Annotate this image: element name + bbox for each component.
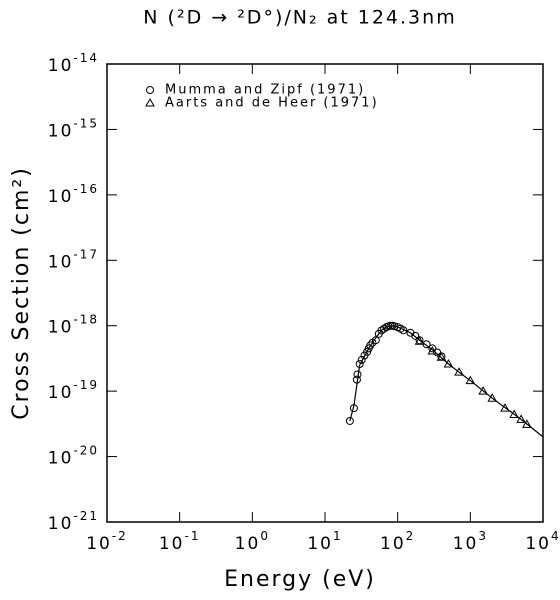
legend-marker	[145, 97, 155, 107]
data-point	[487, 393, 498, 402]
tick-label: 10-18	[48, 312, 99, 338]
tick-label: 10-1	[159, 529, 201, 555]
data-point	[414, 336, 425, 345]
data-point	[366, 341, 375, 350]
tick-label: 10-17	[48, 247, 99, 273]
data-point	[478, 386, 488, 395]
data-point	[380, 324, 389, 333]
data-point	[345, 416, 354, 425]
legend-marker	[146, 86, 154, 94]
y-axis-label: Cross Section (cm²)	[9, 166, 34, 420]
tick-label: 103	[453, 529, 488, 555]
data-point	[427, 346, 438, 355]
legend-label: Aarts and de Heer (1971)	[165, 96, 379, 111]
tick-label: 10-16	[48, 181, 99, 207]
tick-label: 10-14	[48, 51, 99, 77]
data-point	[516, 414, 526, 423]
tick-label: 10-21	[48, 509, 99, 535]
data-point	[509, 409, 519, 418]
chart-title: N (²D → ²D°)/N₂ at 124.3nm	[143, 7, 456, 29]
tick-label: 10-15	[48, 116, 99, 142]
legend-label: Mumma and Zipf (1971)	[165, 83, 365, 98]
tick-label: 10-2	[86, 529, 128, 555]
data-point	[500, 403, 510, 412]
tick-label: 101	[307, 529, 342, 555]
data-point	[443, 358, 454, 368]
data-point	[522, 419, 532, 428]
data-point	[465, 375, 476, 385]
data-point	[399, 326, 408, 335]
fit-line	[349, 325, 544, 438]
x-axis-label: Energy (eV)	[224, 567, 376, 592]
data-point	[454, 367, 464, 376]
tick-label: 100	[235, 529, 270, 555]
tick-label: 10-19	[48, 378, 99, 404]
plot-frame	[106, 63, 544, 523]
tick-label: 102	[380, 529, 415, 555]
data-point	[428, 344, 437, 353]
tick-label: 104	[525, 529, 560, 555]
data-point	[357, 355, 366, 364]
data-point	[371, 336, 380, 345]
data-point	[411, 331, 420, 340]
tick-label: 10-20	[48, 443, 99, 469]
